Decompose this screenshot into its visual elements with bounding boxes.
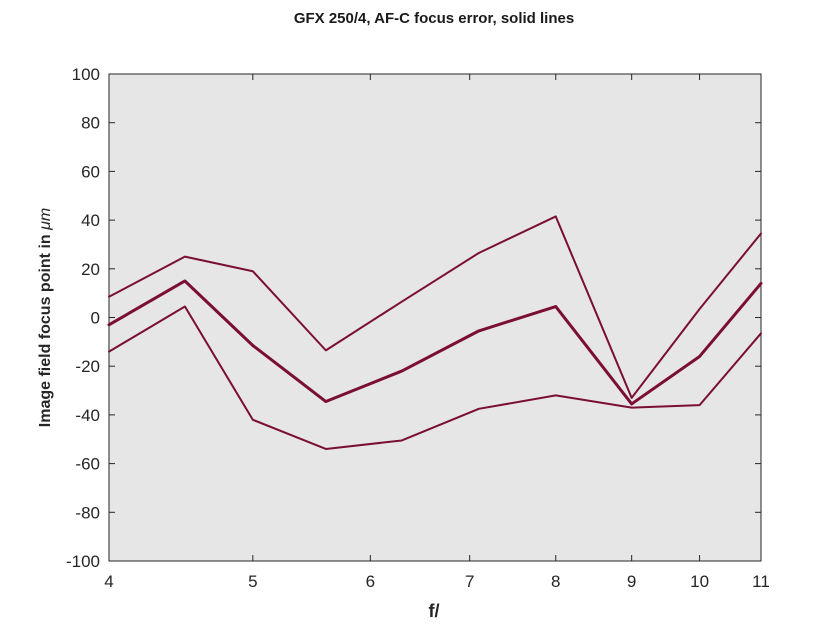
y-axis-label: Image field focus point in μm <box>37 208 54 427</box>
y-tick-label: 60 <box>81 162 100 181</box>
x-tick-label: 7 <box>465 572 474 591</box>
y-axis-label-text: Image field focus point in <box>37 230 54 427</box>
x-tick-label: 5 <box>248 572 257 591</box>
x-tick-label: 8 <box>551 572 560 591</box>
y-axis: 100 80 60 40 20 0 -20 -40 -60 -80 -100 <box>66 65 761 571</box>
series-line-2 <box>107 279 763 406</box>
y-tick-label: 40 <box>81 211 100 230</box>
x-tick-label: 11 <box>752 572 770 591</box>
y-tick-label: -80 <box>75 503 100 522</box>
plot-area <box>108 73 762 562</box>
y-tick-label: -40 <box>75 406 100 425</box>
y-tick-label: -100 <box>66 552 100 571</box>
x-tick-label: 10 <box>690 572 709 591</box>
x-tick-label: 4 <box>104 572 113 591</box>
y-tick-label: -20 <box>75 357 100 376</box>
x-axis-label: f/ <box>429 601 440 621</box>
y-tick-label: 100 <box>72 65 100 84</box>
x-axis: 4 5 6 7 8 9 10 11 <box>104 74 770 591</box>
series-line-1 <box>108 215 762 399</box>
series-group <box>107 215 763 450</box>
x-tick-label: 6 <box>366 572 375 591</box>
y-axis-label-unit: μm <box>37 208 54 231</box>
y-tick-label: -60 <box>75 455 100 474</box>
y-tick-label: 80 <box>81 114 100 133</box>
y-tick-label: 20 <box>81 260 100 279</box>
y-tick-label: 0 <box>91 309 100 328</box>
chart-title: GFX 250/4, AF-C focus error, solid lines <box>294 10 574 27</box>
x-tick-label: 9 <box>627 572 636 591</box>
series-line-3 <box>108 305 762 450</box>
